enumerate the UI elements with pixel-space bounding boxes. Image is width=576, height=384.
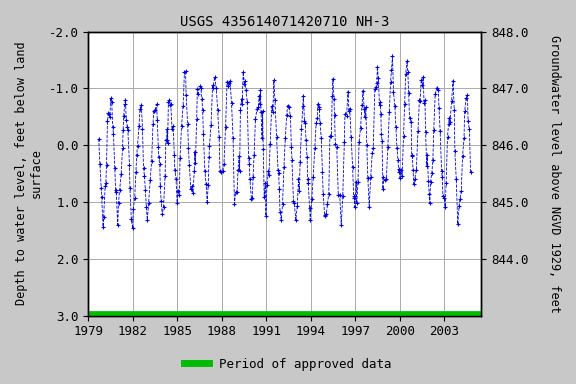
Y-axis label: Groundwater level above NGVD 1929, feet: Groundwater level above NGVD 1929, feet	[548, 35, 561, 313]
Title: USGS 435614071420710 NH-3: USGS 435614071420710 NH-3	[180, 15, 389, 29]
Legend: Period of approved data: Period of approved data	[179, 353, 397, 376]
Y-axis label: Depth to water level, feet below land
surface: Depth to water level, feet below land su…	[15, 42, 43, 305]
